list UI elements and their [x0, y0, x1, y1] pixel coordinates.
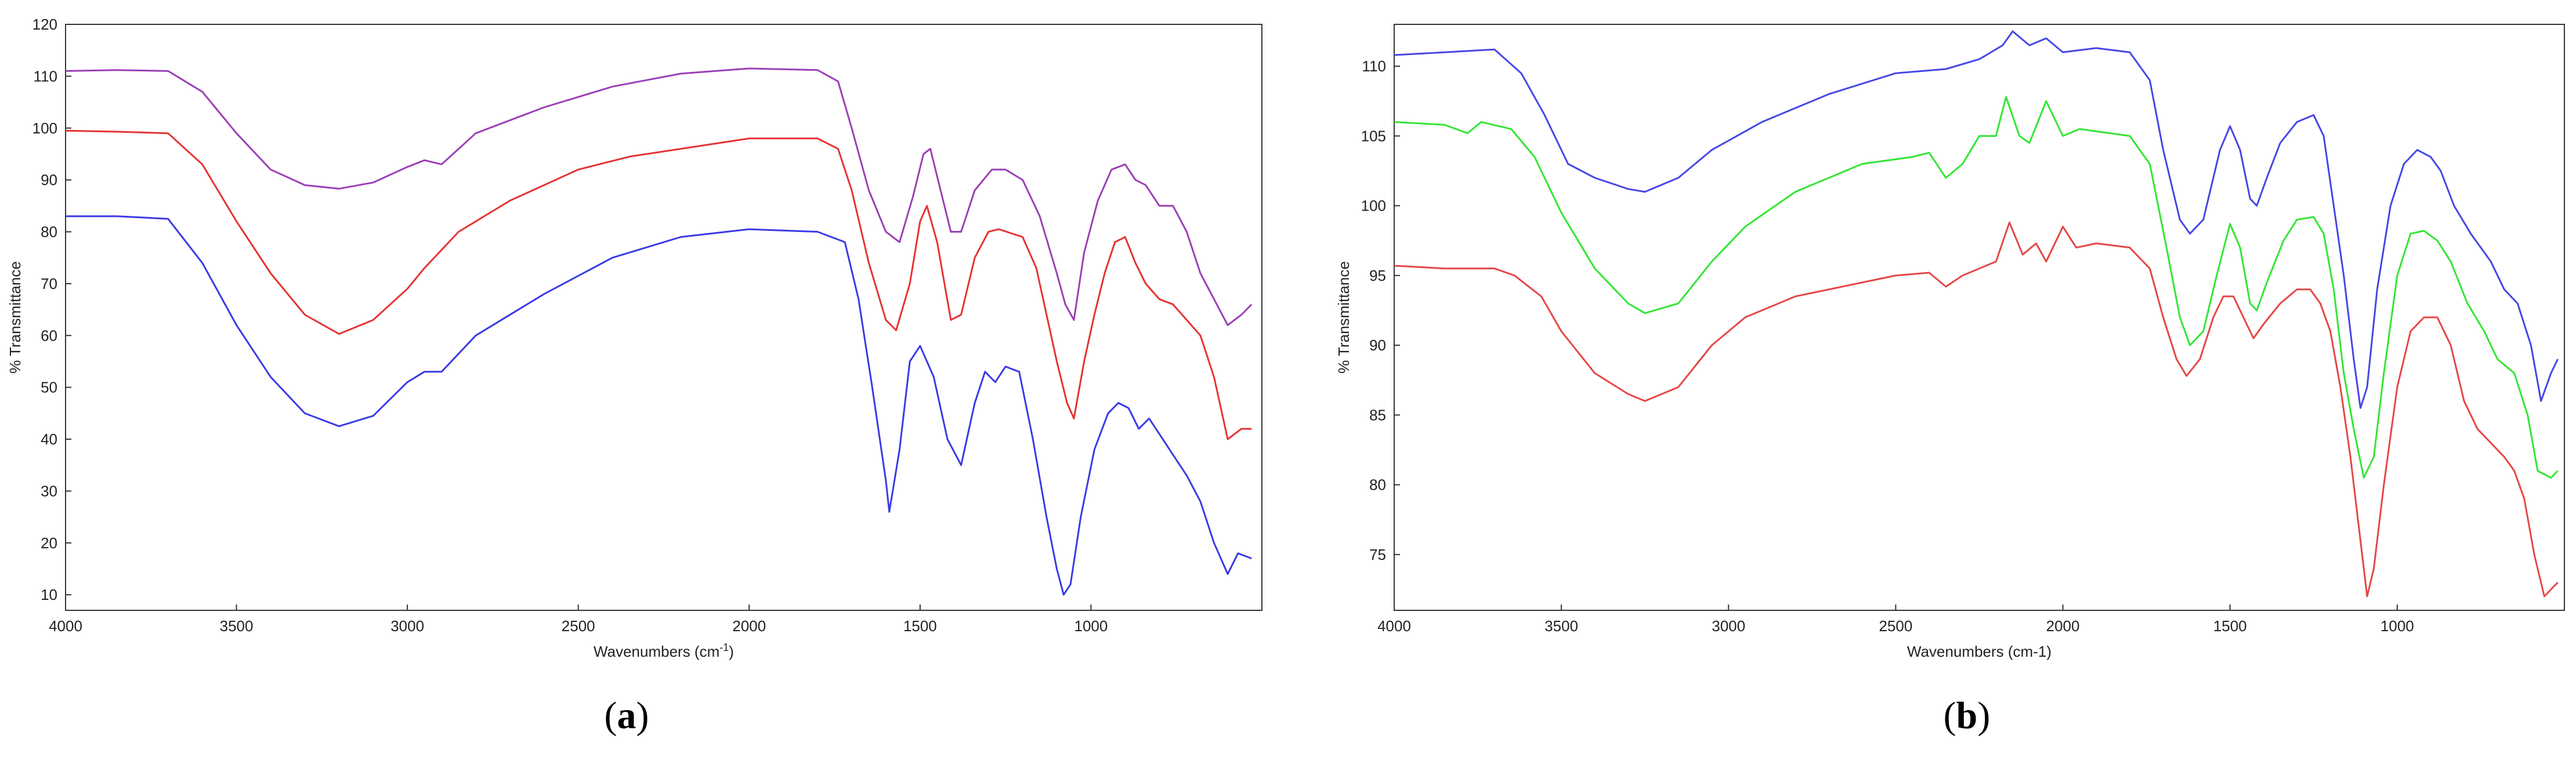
x-tick-label: 2500 — [1879, 617, 1913, 635]
panel-caption-letter: a — [617, 694, 636, 737]
y-tick-label: 100 — [1361, 197, 1386, 215]
y-tick-label: 80 — [1369, 476, 1386, 494]
y-tick-label: 105 — [1361, 127, 1386, 144]
spectrum-line-2 — [1394, 96, 2559, 479]
y-tick-label: 100 — [32, 120, 57, 137]
y-tick-label: 90 — [1369, 336, 1386, 354]
y-tick-label: 80 — [41, 223, 57, 241]
x-tick-label: 1000 — [1074, 617, 1108, 635]
y-tick-label: 70 — [41, 275, 57, 292]
panel-caption: (a) — [605, 694, 649, 737]
x-tick-label: 3000 — [1712, 617, 1745, 635]
spectrum-line-1 — [1394, 30, 2559, 409]
x-tick-label: 2500 — [562, 617, 595, 635]
spectrum-line-3 — [66, 215, 1252, 596]
y-tick-label: 60 — [41, 327, 57, 344]
x-tick-label: 1000 — [2380, 617, 2414, 635]
chart-panel-b: 75 80 85 90 95 100 105 110 4000 3500 3000 2500 2000 1… — [1335, 24, 2565, 737]
x-tick-label: 1500 — [2213, 617, 2247, 635]
x-axis-label-text: Wavenumbers (cm-1) — [1907, 643, 2052, 660]
x-axis-label-close: ) — [729, 643, 734, 660]
y-tick-label: 85 — [1369, 406, 1386, 424]
panel-caption-close: ) — [636, 694, 649, 737]
x-tick-label: 1500 — [903, 617, 937, 635]
panel-caption-open: ( — [1944, 694, 1956, 737]
y-tick-label: 30 — [41, 482, 57, 500]
x-tick-label: 4000 — [49, 617, 82, 635]
spectrum-line-3 — [1394, 222, 2559, 598]
y-tick-label: 75 — [1369, 546, 1386, 563]
y-tick-label: 90 — [41, 171, 57, 189]
spectrum-line-2 — [65, 129, 1252, 440]
y-tick-label: 10 — [41, 586, 57, 603]
panel-caption: (b) — [1944, 694, 1991, 737]
x-tick-label: 3500 — [220, 617, 254, 635]
plot-frame — [1394, 24, 2565, 611]
panel-caption-close: ) — [1977, 694, 1990, 737]
y-tick-label: 110 — [1362, 57, 1386, 75]
y-tick-label: 120 — [32, 16, 57, 33]
y-tick-label: 40 — [41, 430, 57, 448]
chart-panel-a: 10 20 30 40 50 60 70 80 90 100 110 120 4000 3500 3000 2… — [6, 16, 1262, 737]
x-tick-label: 2000 — [2046, 617, 2080, 635]
x-axis-label: Wavenumbers (cm-1) — [1907, 643, 2052, 660]
y-axis-label: % Transmittance — [6, 261, 24, 374]
x-tick-label: 4000 — [1377, 617, 1411, 635]
x-tick-label: 3000 — [390, 617, 424, 635]
y-tick-label: 20 — [41, 534, 57, 552]
panel-caption-letter: b — [1956, 694, 1978, 737]
y-tick-label: 50 — [41, 379, 57, 396]
panel-caption-open: ( — [605, 694, 617, 737]
plot-frame — [65, 24, 1262, 611]
x-axis-label: Wavenumbers (cm-1) — [594, 642, 734, 660]
x-tick-label: 2000 — [732, 617, 766, 635]
x-axis-label-text: Wavenumbers (cm — [594, 643, 719, 660]
y-axis-label: % Transmittance — [1335, 261, 1352, 374]
spectrum-line-1 — [65, 67, 1253, 326]
x-tick-label: 3500 — [1544, 617, 1578, 635]
x-axis-label-superscript: -1 — [719, 642, 729, 653]
y-tick-label: 95 — [1369, 267, 1386, 284]
y-tick-label: 110 — [34, 67, 57, 85]
